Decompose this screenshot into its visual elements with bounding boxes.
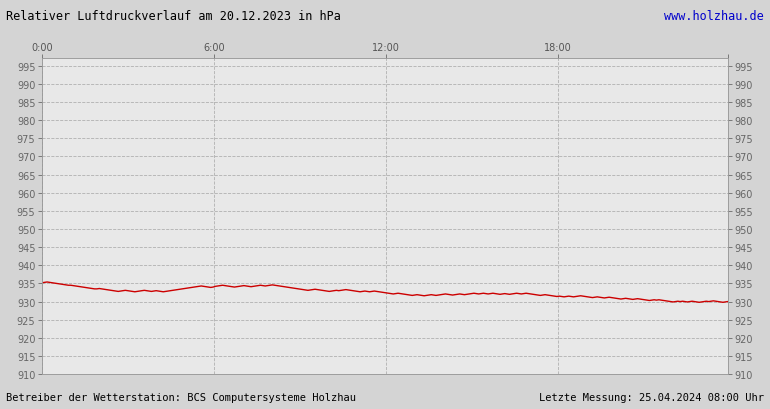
Text: Betreiber der Wetterstation: BCS Computersysteme Holzhau: Betreiber der Wetterstation: BCS Compute… bbox=[6, 392, 357, 402]
Text: www.holzhau.de: www.holzhau.de bbox=[664, 10, 764, 23]
Text: Letzte Messung: 25.04.2024 08:00 Uhr: Letzte Messung: 25.04.2024 08:00 Uhr bbox=[539, 392, 764, 402]
Text: Relativer Luftdruckverlauf am 20.12.2023 in hPa: Relativer Luftdruckverlauf am 20.12.2023… bbox=[6, 10, 341, 23]
